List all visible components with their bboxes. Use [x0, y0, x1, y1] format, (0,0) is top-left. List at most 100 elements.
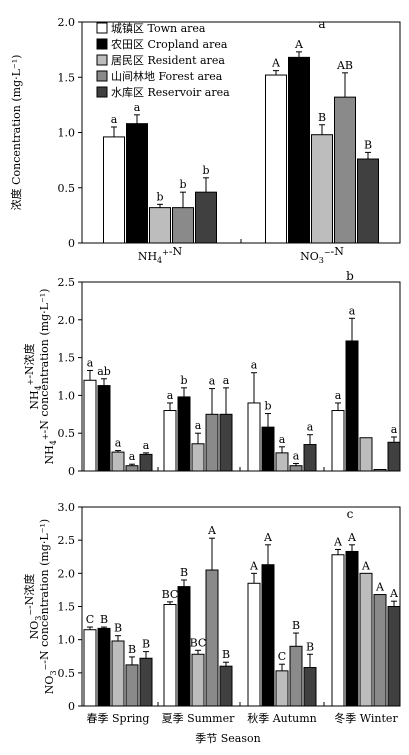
bar-resident	[191, 653, 205, 707]
legend: 城镇区 Town area 农田区 Cropland area 居民区 Reside…	[96, 21, 230, 99]
y-tick-label: 2.5	[58, 534, 76, 547]
significance-label: A	[271, 57, 281, 70]
bar-resident	[359, 437, 373, 472]
bar-town	[331, 554, 345, 707]
significance-label: B	[128, 643, 136, 656]
bar-town	[163, 604, 177, 707]
bar-forest	[125, 465, 139, 472]
bar-reservoir	[387, 606, 401, 707]
bar-forest	[373, 468, 387, 472]
bar-cropland	[177, 586, 191, 707]
y-tick-label: 2.5	[58, 276, 76, 289]
bar-reservoir	[139, 657, 153, 707]
y-axis-label-en: NO3−-N concentration (mg·L⁻¹)	[38, 519, 58, 694]
y-tick-label: 1.5	[58, 71, 76, 84]
legend-label-resident: 居民区 Resident area	[111, 54, 225, 67]
y-tick-label: 0	[68, 465, 75, 478]
bar-resident	[275, 452, 289, 472]
significance-label: A	[333, 535, 343, 548]
bar-resident	[111, 451, 125, 472]
significance-label: AB	[336, 59, 353, 72]
significance-label: b	[156, 190, 163, 203]
category-label: 春季 Spring	[87, 712, 150, 725]
legend-label-reservoir: 水库区 Reservoir area	[111, 86, 230, 99]
significance-label: B	[114, 622, 122, 635]
legend-swatch-cropland	[96, 38, 108, 50]
legend-swatch-resident	[96, 54, 108, 66]
bar-resident	[191, 443, 205, 472]
category-label: NO3−-N	[300, 245, 344, 265]
significance-label: A	[249, 559, 259, 572]
significance-label: a	[115, 437, 122, 450]
bar-resident	[359, 572, 373, 707]
significance-label: a	[167, 389, 174, 402]
y-tick-label: 0.5	[58, 667, 76, 680]
y-axis-label-cn: NH4+-N浓度	[22, 343, 43, 409]
significance-label: C	[278, 650, 286, 663]
significance-label: ab	[97, 365, 111, 378]
category-label: 夏季 Summer	[162, 712, 235, 725]
bar-town	[83, 379, 97, 472]
significance-label: B	[180, 566, 188, 579]
bar-forest	[125, 664, 139, 707]
y-tick-label: 1.0	[58, 389, 76, 402]
y-tick-label: 2.0	[58, 567, 76, 580]
significance-label: a	[87, 356, 94, 369]
bar-reservoir	[195, 191, 217, 244]
bar-cropland	[177, 396, 191, 472]
bar-reservoir	[387, 441, 401, 472]
significance-label: a	[129, 450, 136, 463]
legend-swatch-reservoir	[96, 86, 108, 98]
significance-label: a	[335, 389, 342, 402]
bar-forest	[205, 413, 219, 472]
y-axis-label: 浓度 Concentration (mg·L⁻¹)	[9, 55, 23, 211]
significance-label: BC	[190, 636, 207, 649]
significance-label: a	[209, 375, 216, 388]
significance-label: C	[86, 613, 94, 626]
y-tick-label: 0	[68, 700, 75, 713]
bar-forest	[289, 465, 303, 472]
significance-label: a	[134, 101, 141, 114]
significance-label: B	[318, 111, 326, 124]
y-tick-label: 3.0	[58, 501, 76, 514]
category-label: 冬季 Winter	[334, 711, 398, 725]
panel-letter: a	[318, 17, 325, 31]
y-tick-label: 1.5	[58, 601, 76, 614]
bar-forest	[334, 96, 356, 244]
bar-forest	[373, 594, 387, 707]
bar-cropland	[345, 340, 359, 472]
plot-frame	[81, 281, 401, 472]
significance-label: A	[389, 587, 399, 600]
y-tick-label: 1.0	[58, 127, 76, 140]
bar-resident	[311, 134, 333, 244]
bar-reservoir	[303, 444, 317, 472]
y-tick-label: 2.0	[58, 16, 76, 29]
significance-label: A	[361, 559, 371, 572]
bar-town	[163, 410, 177, 472]
significance-label: A	[347, 531, 357, 544]
bar-cropland	[126, 123, 148, 244]
bar-town	[265, 74, 287, 244]
significance-label: a	[223, 374, 230, 387]
y-tick-label: 0.5	[58, 182, 76, 195]
significance-label: BC	[162, 588, 179, 601]
significance-label: a	[293, 449, 300, 462]
legend-swatch-forest	[96, 70, 108, 82]
significance-label: a	[251, 359, 258, 372]
category-label: 秋季 Autumn	[247, 711, 317, 725]
significance-label: B	[364, 138, 372, 151]
bar-cropland	[261, 426, 275, 472]
significance-label: a	[279, 433, 286, 446]
bar-reservoir	[303, 667, 317, 707]
bar-reservoir	[219, 413, 233, 472]
bar-cropland	[97, 627, 111, 707]
bar-forest	[205, 569, 219, 707]
significance-label: a	[391, 423, 398, 436]
y-tick-label: 0	[68, 237, 75, 250]
significance-label: A	[375, 581, 385, 594]
y-tick-label: 0.5	[58, 427, 76, 440]
significance-label: a	[111, 113, 118, 126]
